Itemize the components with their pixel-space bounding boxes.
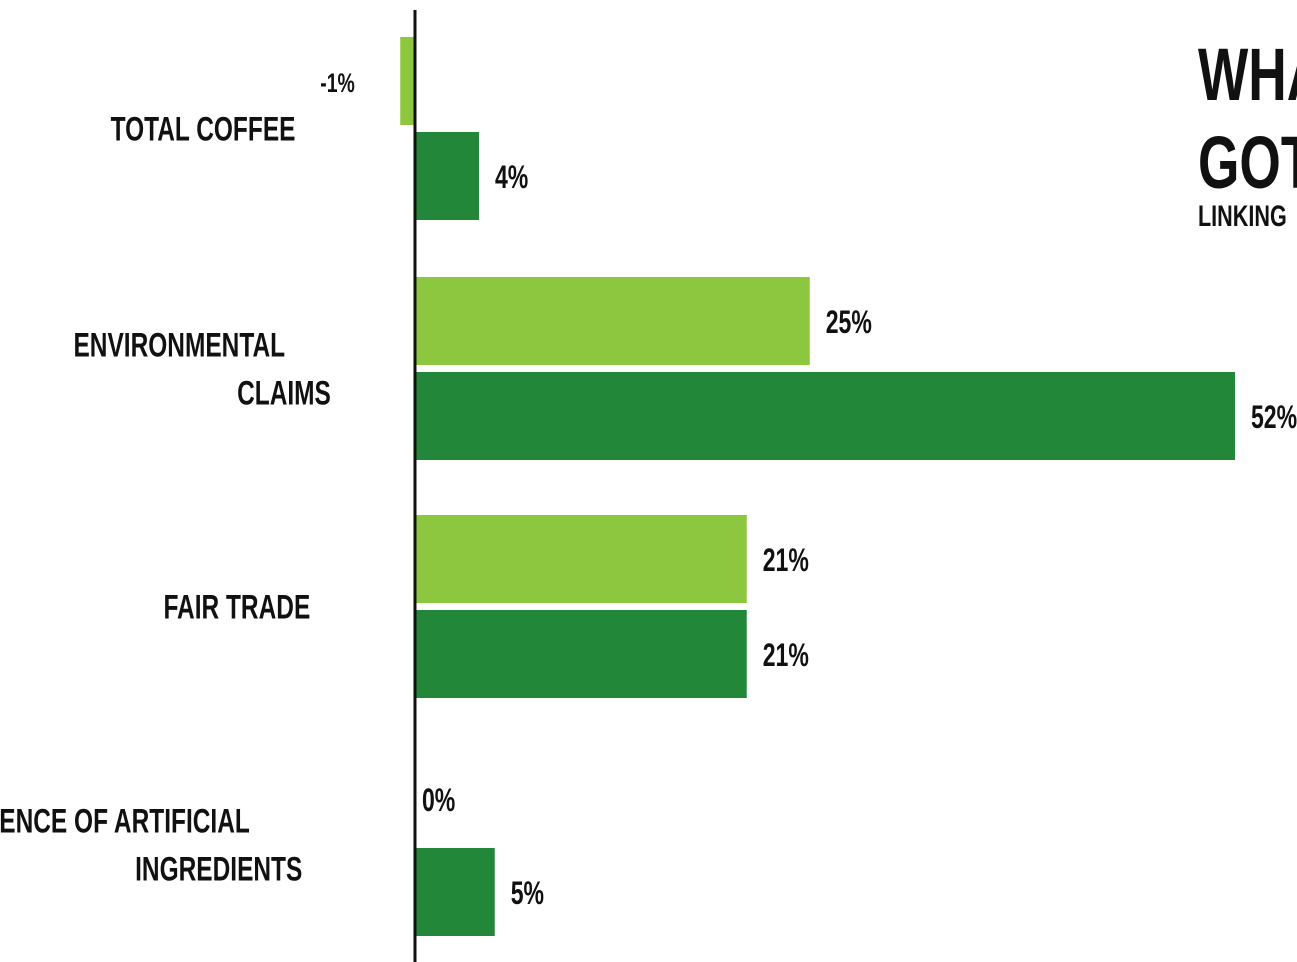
data-label: 52% <box>1251 399 1297 435</box>
data-label: 21% <box>763 637 809 673</box>
bar <box>416 132 479 220</box>
category-label: INGREDIENTS <box>135 851 302 889</box>
category-label: ABSENCE OF ARTIFICIAL <box>0 803 250 841</box>
bar <box>400 37 416 125</box>
data-label: 0% <box>422 782 455 818</box>
data-label: 5% <box>511 875 544 911</box>
chart-title-line-2: GOT <box>1198 121 1297 204</box>
value-labels: -1% 25% 21% 0% 4% 52% 21% 5% <box>320 68 1297 911</box>
bars <box>400 37 1235 936</box>
category-label: CLAIMS <box>237 375 331 413</box>
chart-title-line-1: WHA <box>1198 33 1297 116</box>
category-label: TOTAL COFFEE <box>111 111 296 149</box>
chart-title: WHA GOT LINKING <box>1198 33 1297 232</box>
data-label: 21% <box>763 542 809 578</box>
bar <box>416 372 1235 460</box>
chart-subtitle: LINKING <box>1198 198 1287 232</box>
bar <box>416 610 747 698</box>
data-label: -1% <box>320 68 355 98</box>
category-label: ENVIRONMENTAL <box>73 327 285 365</box>
bar <box>416 277 810 365</box>
data-label: 25% <box>826 304 872 340</box>
category-label: FAIR TRADE <box>163 589 310 627</box>
bar <box>416 515 747 603</box>
category-labels: TOTAL COFFEE ENVIRONMENTAL CLAIMS FAIR TRAD… <box>0 111 331 889</box>
data-label: 4% <box>495 159 528 195</box>
bar <box>416 848 495 936</box>
